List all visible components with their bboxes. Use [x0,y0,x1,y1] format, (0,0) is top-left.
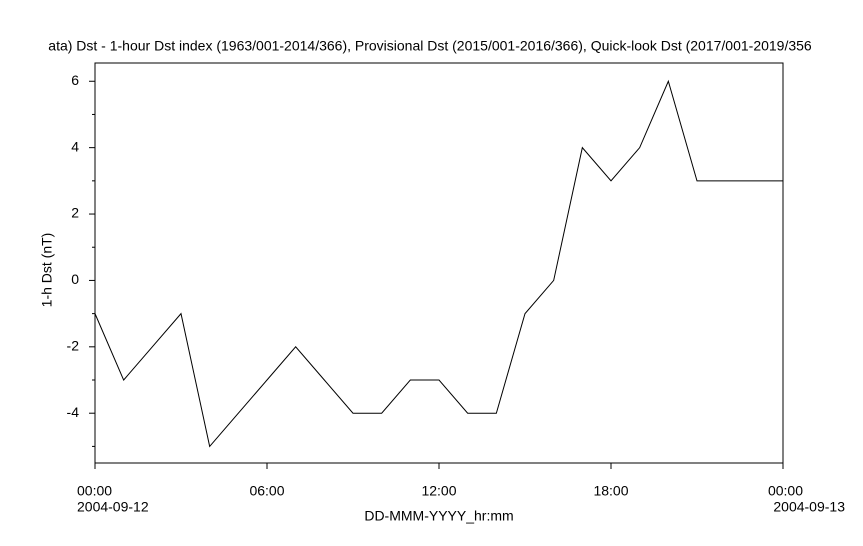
x-tick-label: 00:00 [77,483,112,499]
start-date-label: 2004-09-12 [77,499,149,515]
data-line [94,79,783,448]
x-tick-label: 06:00 [249,483,284,499]
x-tick-label: 12:00 [421,483,456,499]
x-axis-label: DD-MMM-YYYY_hr:mm [364,508,513,524]
y-tick-label: 4 [71,138,79,154]
y-tick-label: -4 [67,404,80,420]
y-tick-label: 2 [71,205,79,221]
end-date-label: 2004-09-13 [773,499,845,515]
y-axis-label: 1-h Dst (nT) [39,233,55,308]
chart-title: ata) Dst - 1-hour Dst index (1963/001-20… [48,38,812,54]
y-tick-label: -2 [67,338,80,354]
x-tick-label: 00:00 [768,483,803,499]
y-tick-label: 6 [71,72,79,88]
x-tick-label: 18:00 [593,483,628,499]
y-tick-label: 0 [71,271,79,287]
plot-frame [94,62,784,464]
